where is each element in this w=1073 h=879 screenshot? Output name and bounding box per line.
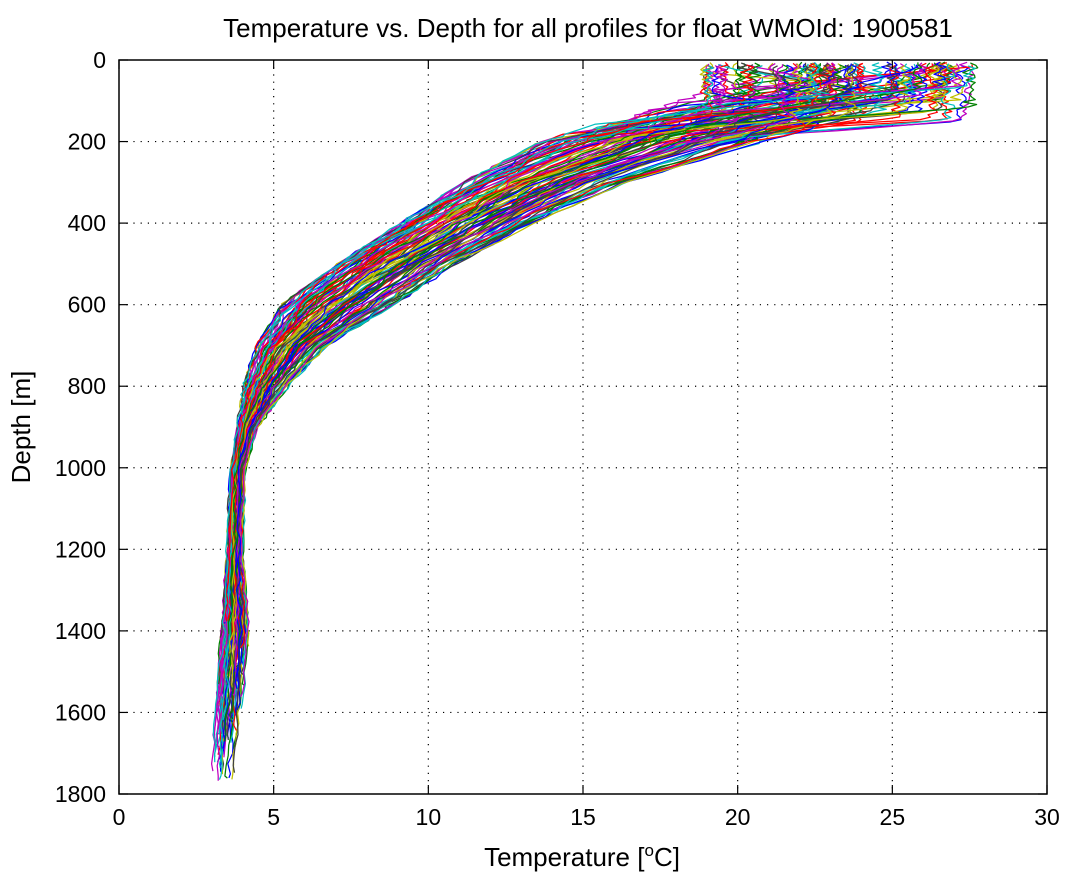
- x-tick-label: 0: [113, 804, 126, 830]
- y-tick-label: 600: [68, 292, 106, 318]
- chart-title: Temperature vs. Depth for all profiles f…: [223, 13, 953, 43]
- temperature-profile-line: [224, 62, 823, 622]
- y-tick-label: 1600: [55, 699, 106, 725]
- x-tick-label: 5: [267, 804, 280, 830]
- temperature-profile-line: [239, 64, 798, 697]
- y-tick-label: 200: [68, 129, 106, 155]
- y-tick-labels: 0 200 400 600 800 1000 1200 1400 1600 1800: [55, 47, 106, 807]
- y-tick-label: 1400: [55, 618, 106, 644]
- y-tick-label: 0: [93, 47, 106, 73]
- y-tick-label: 1800: [55, 781, 106, 807]
- x-axis-label-main: Temperature [: [484, 842, 645, 872]
- axis-ticks: [118, 59, 1048, 795]
- y-tick-label: 800: [68, 373, 106, 399]
- x-tick-label: 25: [880, 804, 906, 830]
- x-tick-label: 30: [1034, 804, 1060, 830]
- x-axis-label-superscript: o: [644, 841, 653, 860]
- x-tick-label: 20: [725, 804, 751, 830]
- profile-lines: [210, 61, 979, 781]
- temperature-profile-line: [227, 64, 847, 634]
- temperature-profile-line: [238, 64, 806, 649]
- y-tick-label: 1200: [55, 536, 106, 562]
- x-tick-label: 15: [570, 804, 596, 830]
- y-tick-label: 400: [68, 210, 106, 236]
- x-axis-label-tail: C]: [654, 842, 680, 872]
- x-axis-label: Temperature [oC]: [484, 841, 680, 872]
- temperature-profile-line: [234, 63, 853, 689]
- temperature-profile-line: [212, 62, 822, 757]
- x-tick-label: 10: [416, 804, 442, 830]
- y-axis-label: Depth [m]: [6, 371, 36, 484]
- x-tick-labels: 0 5 10 15 20 25 30: [113, 804, 1060, 830]
- y-tick-label: 1000: [55, 455, 106, 481]
